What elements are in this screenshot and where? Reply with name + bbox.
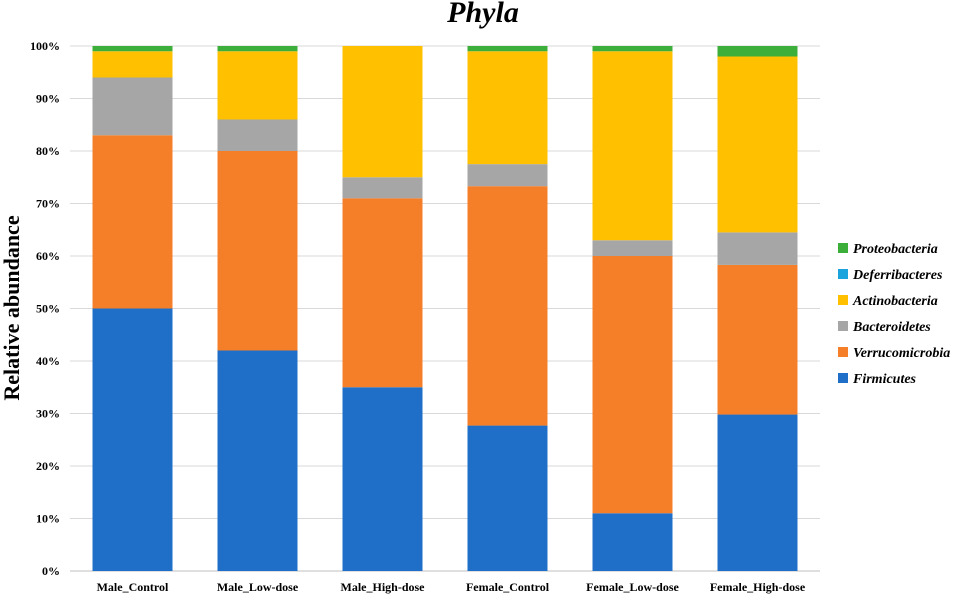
y-tick-label: 0% — [42, 564, 60, 578]
bar-segment-bacteroidetes — [592, 240, 673, 256]
y-tick-label: 60% — [36, 249, 60, 263]
bar-segment-firmicutes — [717, 414, 798, 571]
bar-segment-proteobacteria — [92, 46, 173, 52]
legend-label: Firmicutes — [852, 372, 917, 387]
gridlines — [70, 45, 820, 572]
legend-swatch — [838, 373, 848, 383]
x-tick-label: Male_Control — [97, 580, 169, 594]
x-tick-label: Female_Low-dose — [586, 580, 679, 594]
bar-segment-bacteroidetes — [467, 164, 548, 187]
bar-segment-verrucomicrobia — [467, 186, 548, 426]
bar-segment-firmicutes — [342, 387, 423, 571]
y-axis-label: Relative abundance — [0, 215, 24, 400]
bar-segment-firmicutes — [92, 308, 173, 571]
bar-segment-bacteroidetes — [342, 177, 423, 199]
bar-segment-verrucomicrobia — [592, 256, 673, 514]
bar-segment-proteobacteria — [717, 46, 798, 57]
y-tick-label: 20% — [36, 459, 60, 473]
legend-swatch — [838, 321, 848, 331]
bar-segment-actinobacteria — [717, 56, 798, 233]
y-tick-label: 80% — [36, 144, 60, 158]
bar-segment-bacteroidetes — [92, 77, 173, 136]
x-tick-labels: Male_Control Male_Low-dose Male_High-dose F… — [97, 580, 806, 594]
bar-segment-verrucomicrobia — [217, 151, 298, 351]
legend-label: Proteobacteria — [853, 242, 938, 257]
y-tick-label: 10% — [36, 512, 60, 526]
legend-swatch — [838, 295, 848, 305]
bar-segment-verrucomicrobia — [92, 135, 173, 309]
bar-segment-actinobacteria — [342, 46, 423, 178]
bar-segment-firmicutes — [592, 513, 673, 571]
bar-segment-firmicutes — [467, 425, 548, 571]
bar-segment-verrucomicrobia — [717, 264, 798, 415]
chart-title: Phyla — [446, 0, 519, 29]
bar-segment-actinobacteria — [592, 51, 673, 241]
x-tick-label: Female_Control — [466, 580, 550, 594]
x-tick-label: Male_Low-dose — [217, 580, 299, 594]
legend-swatch — [838, 243, 848, 253]
legend-label: Deferribacteres — [852, 268, 943, 283]
legend-swatch — [838, 269, 848, 279]
bar-segment-bacteroidetes — [217, 119, 298, 151]
y-tick-label: 50% — [36, 302, 60, 316]
y-tick-labels: 0% 10% 20% 30% 40% 50% 60% 70% 80% 90% 100% — [30, 39, 60, 578]
y-tick-label: 30% — [36, 407, 60, 421]
bar-segment-firmicutes — [217, 350, 298, 571]
bar-segment-actinobacteria — [92, 51, 173, 78]
bar-segment-proteobacteria — [592, 46, 673, 52]
x-tick-label: Male_High-dose — [341, 580, 426, 594]
x-tick-label: Female_High-dose — [710, 580, 806, 594]
bar-segment-proteobacteria — [217, 46, 298, 52]
y-tick-label: 100% — [30, 39, 60, 53]
y-tick-label: 40% — [36, 354, 60, 368]
legend-label: Verrucomicrobia — [853, 346, 950, 361]
bar-segment-actinobacteria — [217, 51, 298, 120]
bar-segment-bacteroidetes — [717, 232, 798, 265]
bar-segment-verrucomicrobia — [342, 198, 423, 388]
bar-segment-proteobacteria — [467, 46, 548, 52]
legend-label: Actinobacteria — [852, 294, 938, 309]
legend: Proteobacteria Deferribacteres Actinobacte… — [838, 242, 950, 387]
legend-swatch — [838, 347, 848, 357]
y-tick-label: 70% — [36, 197, 60, 211]
y-tick-label: 90% — [36, 92, 60, 106]
legend-label: Bacteroidetes — [852, 320, 931, 335]
bar-segment-actinobacteria — [467, 51, 548, 165]
bars — [92, 46, 798, 571]
